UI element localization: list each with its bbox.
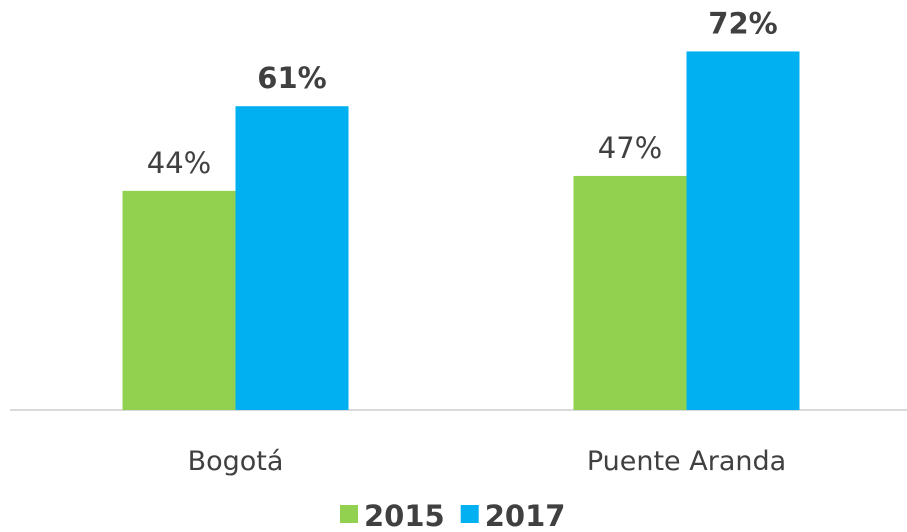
bar [122, 190, 236, 410]
legend-label: 2017 [485, 499, 566, 532]
legend-swatch [460, 505, 479, 523]
bar [235, 106, 349, 410]
x-tick-label: Bogotá [188, 446, 284, 477]
bar [573, 175, 687, 410]
data-label: 72% [708, 6, 777, 40]
bar [686, 51, 800, 410]
legend-label: 2015 [364, 499, 445, 532]
data-label: 44% [147, 146, 211, 180]
legend-swatch [340, 505, 358, 523]
x-tick-label: Puente Aranda [587, 446, 786, 477]
data-label: 61% [257, 61, 326, 95]
data-label: 47% [598, 131, 662, 165]
